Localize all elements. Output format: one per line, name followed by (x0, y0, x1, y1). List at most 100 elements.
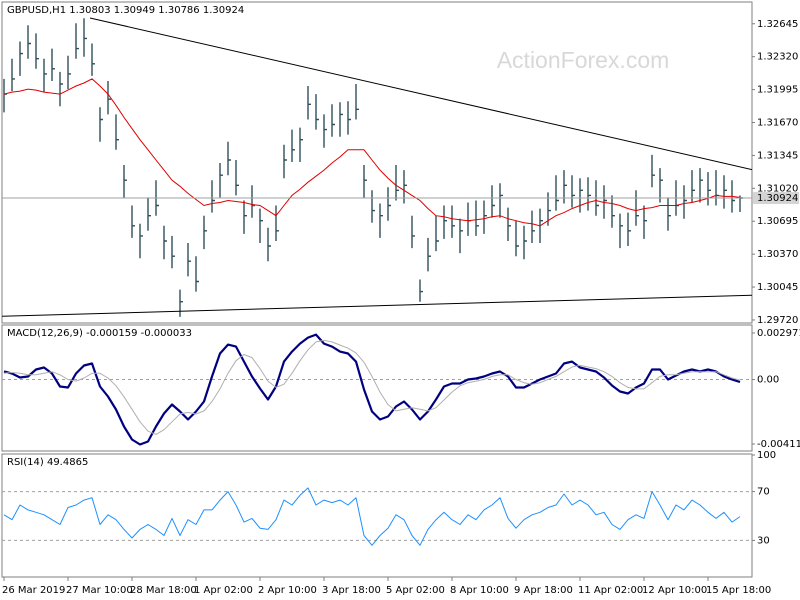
ohlc-bar (27, 25, 31, 59)
y-tick-label: 1.32645 (757, 19, 798, 30)
ohlc-bar (203, 215, 207, 250)
ohlc-bar (235, 160, 239, 196)
ohlc-bar (107, 81, 111, 115)
y-tick-label: 100 (757, 450, 776, 461)
ohlc-bar (219, 163, 223, 198)
ohlc-bar (43, 58, 47, 93)
ohlc-bar (267, 227, 271, 262)
ohlc-bar (91, 43, 95, 76)
x-tick-label: 3 Apr 18:00 (322, 585, 381, 596)
ohlc-bar (691, 170, 695, 203)
ohlc-bar (171, 235, 175, 269)
ohlc-bar (475, 200, 479, 236)
x-tick-label: 8 Apr 10:00 (450, 585, 509, 596)
ohlc-bar (411, 215, 415, 249)
plot-area (2, 487, 752, 546)
ohlc-bar (699, 168, 703, 203)
ohlc-bar (459, 218, 463, 254)
y-tick-label: 1.31345 (757, 150, 798, 161)
y-tick-label: 1.31670 (757, 117, 798, 128)
ohlc-bar (451, 205, 455, 238)
ohlc-bar (707, 172, 711, 206)
pane (1, 453, 753, 578)
ohlc-bar (59, 71, 63, 107)
x-tick-label: 2 Apr 10:00 (258, 585, 317, 596)
ohlc-bar (147, 197, 151, 231)
ohlc-bar (315, 94, 319, 130)
ohlc-bar (283, 144, 287, 179)
y-tick-label: 0.00 (757, 375, 779, 386)
ohlc-bar (347, 101, 351, 135)
ohlc-bar (371, 190, 375, 223)
ohlc-bar (139, 223, 143, 259)
ohlc-bar (363, 165, 367, 199)
ohlc-bar (123, 165, 127, 199)
x-tick-label: 15 Apr 18:00 (706, 585, 771, 596)
ohlc-bar (339, 102, 343, 137)
y-tick-label: 1.30045 (757, 282, 798, 293)
ohlc-bar (187, 243, 191, 277)
ohlc-bar (635, 190, 639, 226)
x-tick-label: 5 Apr 02:00 (386, 585, 445, 596)
ohlc-bar (523, 225, 527, 260)
y-tick-label: 1.30370 (757, 249, 798, 260)
y-tick-label: 1.31020 (757, 183, 798, 194)
trendline (2, 294, 752, 317)
ohlc-bar (75, 23, 79, 59)
pane (1, 324, 753, 452)
ohlc-bar (723, 175, 727, 209)
ohlc-bar (659, 168, 663, 203)
x-tick-label: 11 Apr 02:00 (578, 585, 643, 596)
trendline (89, 17, 752, 171)
ohlc-bar (19, 41, 23, 76)
ohlc-bar (443, 205, 447, 239)
y-tick-label: 0.002971 (757, 328, 800, 339)
y-tick-label: 30 (757, 535, 770, 546)
ohlc-bar (195, 256, 199, 292)
pane-title: RSI(14) 49.4865 (7, 457, 88, 468)
ohlc-bar (619, 213, 623, 249)
ohlc-bar (259, 208, 263, 243)
plot-area (2, 333, 752, 446)
ohlc-bar (507, 207, 511, 241)
plot-area (2, 17, 752, 317)
ohlc-bar (51, 48, 55, 81)
ohlc-bar (331, 104, 335, 137)
pane-title: GBPUSD,H1 1.30803 1.30949 1.30786 1.3092… (7, 5, 244, 16)
current-price-box (753, 192, 799, 205)
ohlc-bar (243, 200, 247, 234)
ohlc-bar (499, 183, 503, 218)
indicator-line (3, 333, 741, 446)
ohlc-bar (323, 114, 327, 148)
ohlc-bar (387, 187, 391, 221)
ohlc-bar (379, 203, 383, 238)
ohlc-bar (163, 225, 167, 260)
pane (1, 1, 753, 324)
y-tick-label: 1.30695 (757, 216, 798, 227)
ohlc-bar (307, 86, 311, 120)
pane-title: MACD(12,26,9) -0.000159 -0.000033 (7, 328, 192, 339)
ohlc-bar (67, 55, 71, 90)
current-price-label: 1.30924 (757, 193, 798, 204)
y-tick-label: -0.004116 (757, 439, 800, 450)
ohlc-bar (555, 175, 559, 211)
x-tick-label: 27 Mar 10:00 (66, 585, 133, 596)
ohlc-bar (395, 165, 399, 201)
ohlc-bar (491, 185, 495, 218)
y-tick-label: 1.32320 (757, 52, 798, 63)
x-tick-label: 26 Mar 2019 (2, 585, 65, 596)
ohlc-bar (587, 177, 591, 211)
ohlc-bar (427, 237, 431, 272)
ohlc-bar (579, 178, 583, 213)
indicator-line (3, 487, 741, 546)
ohlc-bar (11, 58, 15, 92)
ohlc-bar (643, 205, 647, 239)
ohlc-bar (515, 220, 519, 257)
y-tick-label: 1.31995 (757, 85, 798, 96)
ohlc-bar (179, 289, 183, 317)
indicator-line (3, 339, 741, 435)
ohlc-bar (115, 114, 119, 150)
